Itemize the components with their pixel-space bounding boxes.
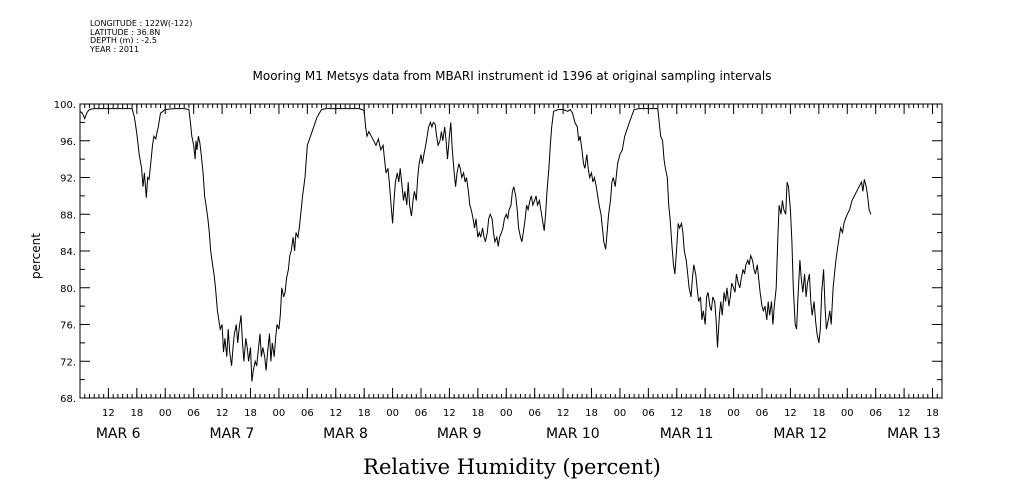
metadata-block: LONGITUDE : 122W(-122) LATITUDE : 36.8N …	[90, 19, 193, 54]
x-hour-label: 06	[869, 408, 882, 419]
x-hour-label: 12	[784, 408, 797, 419]
x-hour-label: 06	[187, 408, 200, 419]
x-hour-label: 18	[244, 408, 257, 419]
x-axis-label: Relative Humidity (percent)	[363, 455, 661, 479]
x-hour-label: 12	[329, 408, 342, 419]
x-hour-label: 00	[727, 408, 740, 419]
x-date-label: MAR 10	[546, 426, 600, 442]
x-hour-label: 18	[358, 408, 371, 419]
chart-title: Mooring M1 Metsys data from MBARI instru…	[253, 69, 772, 83]
x-hour-label: 12	[898, 408, 911, 419]
x-date-label: MAR 6	[96, 426, 141, 442]
y-tick-label: 92.	[60, 174, 76, 185]
x-hour-label: 00	[273, 408, 286, 419]
x-hour-label: 12	[443, 408, 456, 419]
y-tick-label: 96.	[60, 137, 76, 148]
x-hour-label: 06	[642, 408, 655, 419]
x-axis-ticks: 12 18 00 06 12 18 00 06 12 18 00 06 12 18 00 06 12 18 00 06…	[79, 104, 943, 442]
y-axis-ticks: 68. 72. 76. 80. 84. 88. 92. 96. 100.	[54, 100, 942, 405]
y-tick-label: 80.	[60, 284, 76, 295]
x-date-label: MAR 7	[210, 426, 255, 442]
x-date-label: MAR 9	[437, 426, 482, 442]
x-date-label: MAR 11	[660, 426, 714, 442]
x-hour-label: 18	[699, 408, 712, 419]
x-date-label: MAR 13	[887, 426, 941, 442]
series-layer	[79, 108, 872, 382]
y-tick-label: 76.	[60, 321, 76, 332]
x-hour-label: 18	[585, 408, 598, 419]
plot-frame	[79, 103, 943, 399]
x-hour-label: 00	[386, 408, 399, 419]
x-hour-label: 12	[102, 408, 115, 419]
y-axis-label: percent	[29, 233, 43, 279]
x-hour-label: 12	[216, 408, 229, 419]
x-hour-label: 06	[528, 408, 541, 419]
x-date-label: MAR 8	[323, 426, 368, 442]
y-tick-label: 68.	[60, 394, 76, 405]
x-hour-label: 00	[614, 408, 627, 419]
x-hour-label: 00	[841, 408, 854, 419]
meta-year: YEAR : 2011	[90, 44, 140, 54]
meta-longitude: LONGITUDE : 122W(-122)	[90, 19, 193, 28]
x-hour-label: 18	[812, 408, 825, 419]
humidity-series-line	[79, 108, 872, 382]
x-hour-label: 18	[130, 408, 143, 419]
x-hour-label: 06	[415, 408, 428, 419]
x-hour-label: 06	[301, 408, 314, 419]
meta-latitude: LATITUDE : 36.8N	[90, 27, 161, 37]
x-hour-label: 18	[926, 408, 939, 419]
x-hour-label: 00	[159, 408, 172, 419]
y-tick-label: 84.	[60, 247, 76, 258]
x-hour-label: 12	[670, 408, 683, 419]
x-hour-label: 18	[471, 408, 484, 419]
y-tick-label: 100.	[54, 100, 76, 111]
y-tick-label: 72.	[60, 357, 76, 368]
x-hour-label: 06	[756, 408, 769, 419]
x-hour-label: 12	[557, 408, 570, 419]
meta-depth: DEPTH (m) : -2.5	[90, 36, 157, 45]
y-tick-label: 88.	[60, 210, 76, 221]
x-hour-label: 00	[500, 408, 513, 419]
x-date-label: MAR 12	[773, 426, 827, 442]
